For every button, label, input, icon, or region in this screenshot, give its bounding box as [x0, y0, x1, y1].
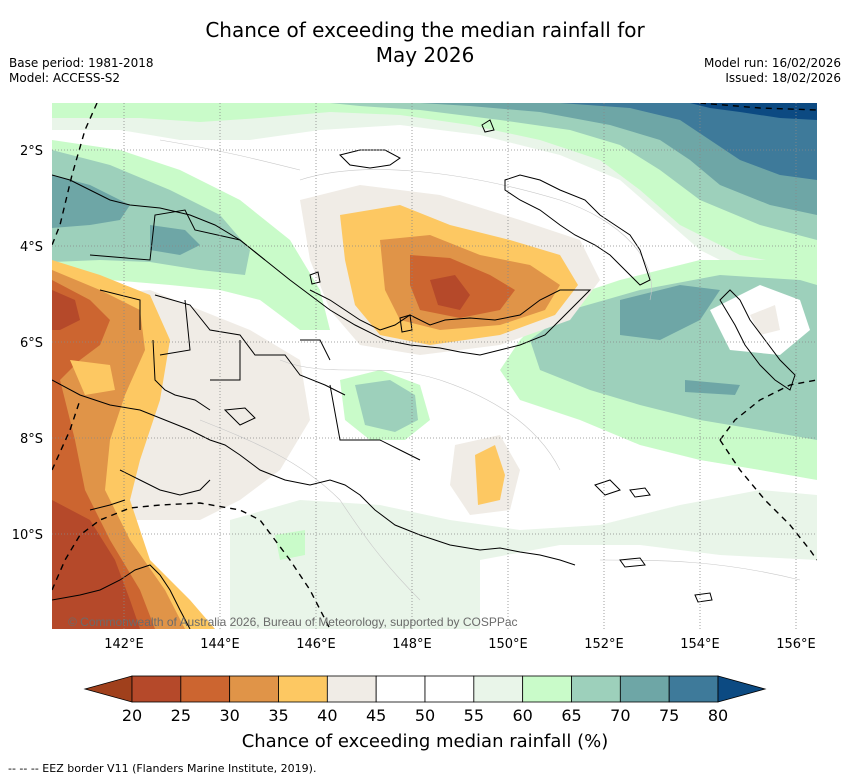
colorbar-tick-label: 55 [464, 706, 484, 725]
title-line-1: Chance of exceeding the median rainfall … [205, 18, 645, 42]
lon-labels: 142°E 144°E 146°E 148°E 150°E 152°E 154°… [104, 637, 816, 652]
coastlines [52, 119, 796, 629]
png-indonesia-border [152, 339, 211, 411]
colorbar-arrow-high [717, 675, 767, 703]
lon-label-148e: 148°E [392, 637, 432, 652]
lon-label-156e: 156°E [776, 637, 816, 652]
contour-80-north [690, 103, 817, 120]
colorbar-tick-label: 65 [561, 706, 581, 725]
lon-label-154e: 154°E [680, 637, 720, 652]
bougainville-coast [719, 289, 796, 391]
new-britain-coast [504, 174, 651, 286]
model-name: Model: ACCESS-S2 [9, 71, 121, 85]
lat-labels: 2°S 4°S 6°S 8°S 10°S [12, 144, 43, 543]
meta-right: Model run: 16/02/2026 Issued: 18/02/2026 [704, 56, 841, 86]
provincial-borders [89, 209, 421, 461]
map-panel: © Commonwealth of Australia 2026, Bureau… [52, 103, 817, 629]
contour-70-75-west [52, 175, 130, 228]
chart-title: Chance of exceeding the median rainfall … [0, 18, 850, 68]
contour-45-55-south [480, 545, 817, 629]
lat-label-2s: 2°S [20, 144, 43, 159]
colorbar [83, 675, 767, 703]
issued-date: Issued: 18/02/2026 [725, 71, 841, 85]
meta-left: Base period: 1981-2018 Model: ACCESS-S2 [9, 56, 154, 86]
colorbar-tick-label: 70 [610, 706, 630, 725]
contour-35-40-west-inner [70, 360, 115, 395]
lon-label-142e: 142°E [104, 637, 144, 652]
colorbar-tick-label: 30 [219, 706, 239, 725]
colorbar-swatch [424, 675, 475, 703]
contour-75-80-north [560, 103, 817, 180]
colorbar-tick-label: 25 [171, 706, 191, 725]
colorbar-tick-label: 75 [659, 706, 679, 725]
colorbar-swatch [571, 675, 621, 703]
lat-label-10s: 10°S [12, 528, 43, 543]
base-period: Base period: 1981-2018 [9, 56, 154, 70]
lat-label-6s: 6°S [20, 336, 43, 351]
papua-south-coast [52, 379, 576, 566]
australia-coast [52, 564, 191, 629]
colorbar-label: Chance of exceeding median rainfall (%) [241, 731, 609, 752]
contour-65-70-central [355, 380, 418, 432]
eez-legend-note: -- -- -- EEZ border V11 (Flanders Marine… [8, 762, 317, 775]
lon-label-144e: 144°E [200, 637, 240, 652]
colorbar-tick-label: 45 [366, 706, 386, 725]
copyright-notice: © Commonwealth of Australia 2026, Bureau… [68, 615, 518, 629]
colorbar-tick-label: 20 [122, 706, 142, 725]
title-line-2: May 2026 [375, 43, 475, 67]
colorbar-swatch [375, 675, 426, 703]
contour-70-75-inland [150, 225, 200, 255]
contour-20-25-centre [430, 275, 470, 310]
colorbar-ticks: 20 25 30 35 40 45 50 55 60 65 70 75 80 [122, 706, 728, 725]
eez-borders [52, 103, 817, 629]
gridlines [52, 103, 817, 629]
lat-label-8s: 8°S [20, 432, 43, 447]
contour-35-40-south-patch [475, 445, 505, 505]
islands-cluster [223, 119, 713, 603]
contour-65-70-west [52, 150, 250, 275]
contour-20-25-west [52, 500, 140, 629]
colorbar-swatch [619, 675, 670, 703]
lon-label-150e: 150°E [488, 637, 528, 652]
colorbar-swatch [668, 675, 719, 703]
colorbar-tick-label: 80 [708, 706, 728, 725]
colorbar-swatch [180, 675, 231, 703]
colorbar-swatch [522, 675, 572, 703]
new-guinea-coast [52, 174, 592, 356]
colorbar-tick-label: 40 [317, 706, 337, 725]
model-run: Model run: 16/02/2026 [703, 56, 841, 70]
contour-40-45-east-island [750, 305, 780, 335]
contour-70-75-east [620, 285, 720, 340]
colorbar-tick-label: 35 [268, 706, 288, 725]
colorbar-arrow-low [83, 675, 133, 703]
colorbar-swatch [473, 675, 524, 703]
colorbar-swatch [278, 675, 328, 703]
contour-70-75-east-2 [685, 380, 740, 395]
contour-20-25-west-north [52, 290, 80, 330]
lon-label-152e: 152°E [584, 637, 624, 652]
colorbar-tick-label: 50 [415, 706, 435, 725]
political-borders [89, 209, 421, 461]
contour-60-65-south-patch [275, 530, 305, 560]
lat-label-4s: 4°S [20, 240, 43, 255]
colorbar-swatch [326, 675, 377, 703]
lon-label-146e: 146°E [296, 637, 336, 652]
colorbar-swatch [229, 675, 279, 703]
colorbar-swatch [131, 675, 182, 703]
colorbar-tick-label: 60 [512, 706, 532, 725]
southern-gulf-coast [89, 469, 211, 511]
